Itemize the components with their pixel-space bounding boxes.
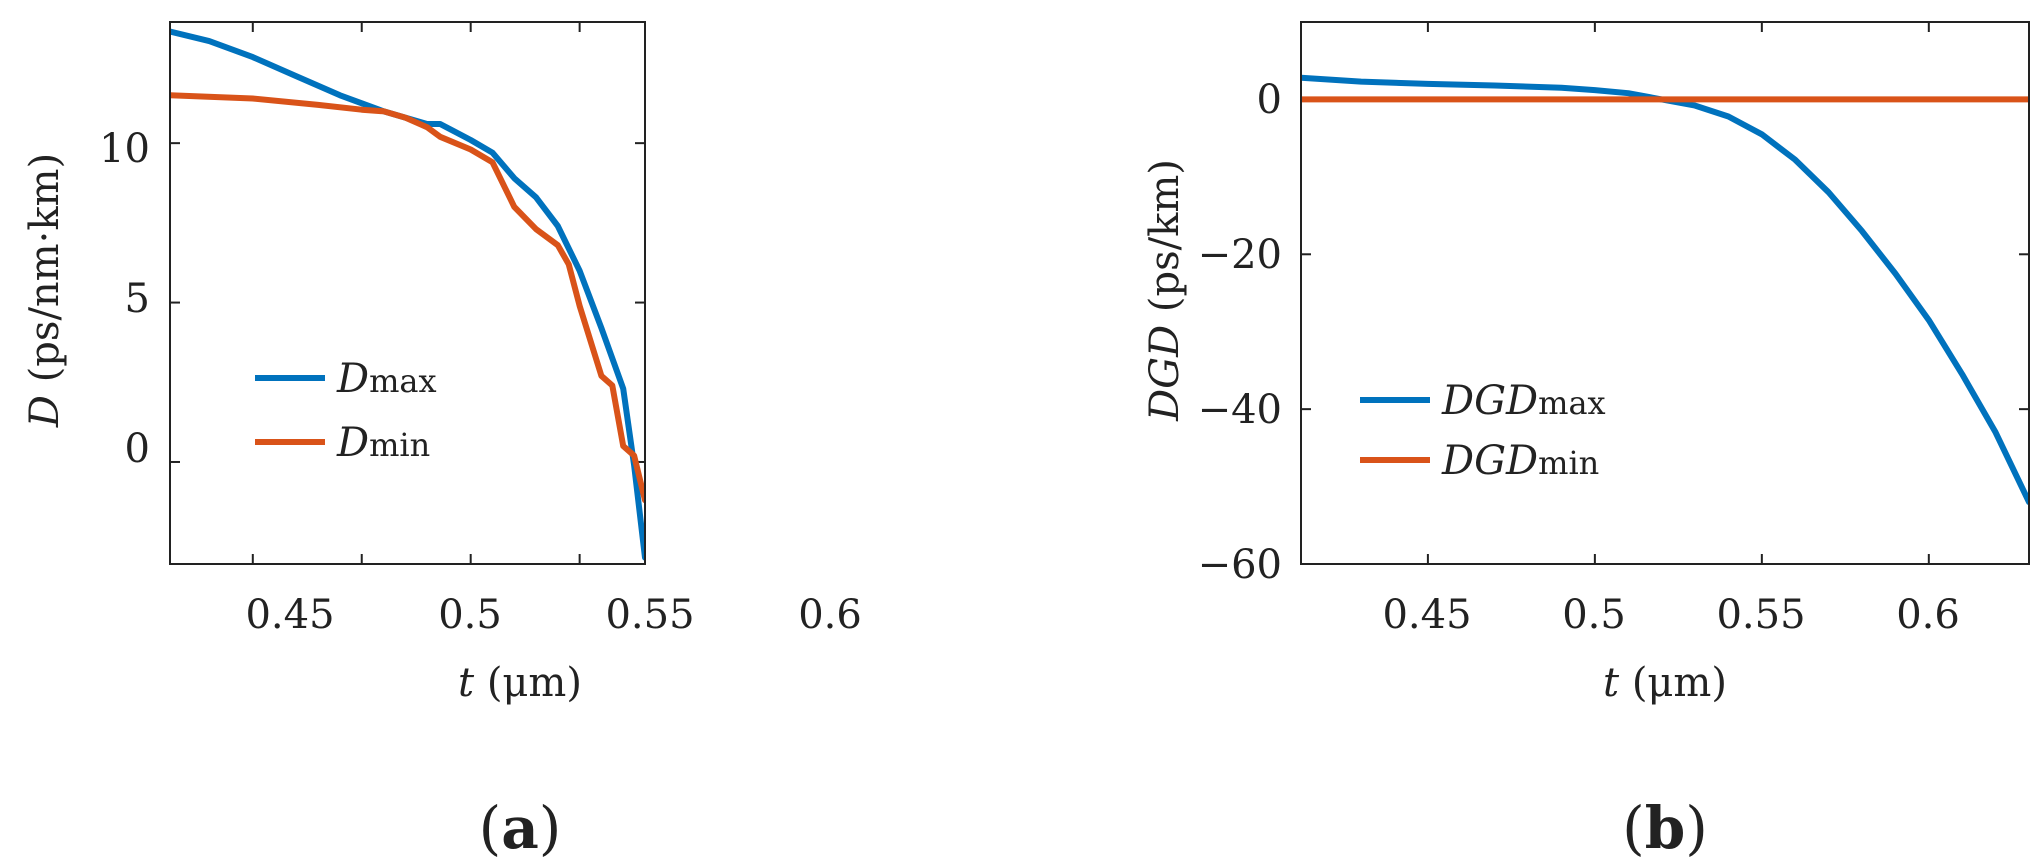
chart-b-xtick-3: 0.6 bbox=[1896, 592, 1960, 638]
chart-a-xlabel: t (μm) bbox=[458, 660, 582, 706]
chart-b-axes-box bbox=[1300, 21, 2030, 565]
chart-b-xtick-2: 0.55 bbox=[1716, 592, 1805, 638]
chart-b-ylabel-var: DGD bbox=[1142, 325, 1188, 422]
chart-b-xlabel-var: t bbox=[1603, 660, 1620, 706]
chart-b: 0.45 0.5 0.55 0.6 −60 −40 −20 0 t (μm) D… bbox=[1142, 21, 2030, 862]
chart-a-legend-label-min: Dmin bbox=[336, 420, 430, 466]
chart-b-xtick-1: 0.5 bbox=[1562, 592, 1626, 638]
chart-a-xtick-1: 0.5 bbox=[438, 592, 502, 638]
chart-b-series-dgdmax bbox=[1301, 74, 2029, 506]
chart-a-xlabel-unit: (μm) bbox=[487, 660, 582, 706]
chart-a-xtick-2: 0.55 bbox=[605, 592, 694, 638]
chart-b-xtick-0: 0.45 bbox=[1382, 592, 1471, 638]
chart-a: 0.45 0.5 0.55 0.6 0 5 10 t (μm) D (ps/nm… bbox=[22, 21, 862, 862]
chart-b-legend-label-min: DGDmin bbox=[1441, 438, 1599, 484]
chart-b-ylabel-unit: (ps/km) bbox=[1142, 159, 1188, 312]
chart-b-legend: DGDmax DGDmin bbox=[1360, 378, 1606, 484]
chart-a-axes-box bbox=[169, 21, 646, 565]
chart-b-xlabel: t (μm) bbox=[1603, 660, 1727, 706]
chart-b-xlabel-unit: (μm) bbox=[1632, 660, 1727, 706]
chart-a-ytick-0: 0 bbox=[125, 426, 150, 472]
chart-a-series-dmin bbox=[170, 92, 645, 504]
chart-b-legend-label-max: DGDmax bbox=[1441, 378, 1606, 424]
chart-b-ytick-2: −20 bbox=[1198, 232, 1282, 278]
chart-a-series-dmax bbox=[170, 28, 645, 561]
chart-a-panel-label: (a) bbox=[479, 794, 562, 862]
chart-a-ylabel-var: D bbox=[22, 395, 68, 428]
chart-b-ytick-1: −40 bbox=[1198, 387, 1282, 433]
chart-b-marks bbox=[1301, 22, 2029, 565]
chart-a-legend-label-max: Dmax bbox=[336, 356, 437, 402]
chart-b-ytick-0: −60 bbox=[1198, 542, 1282, 588]
chart-a-xtick-0: 0.45 bbox=[245, 592, 334, 638]
chart-a-legend: Dmax Dmin bbox=[255, 356, 437, 466]
chart-b-panel-label: (b) bbox=[1622, 794, 1708, 862]
chart-a-xtick-3: 0.6 bbox=[798, 592, 862, 638]
chart-b-ytick-3: 0 bbox=[1257, 77, 1282, 123]
chart-a-ytick-1: 5 bbox=[125, 276, 150, 322]
chart-a-ylabel-unit: (ps/nm·km) bbox=[22, 153, 68, 382]
chart-a-ytick-2: 10 bbox=[99, 126, 150, 172]
chart-a-ylabel: D (ps/nm·km) bbox=[22, 153, 68, 428]
chart-a-marks bbox=[170, 22, 645, 564]
chart-a-xlabel-var: t bbox=[458, 660, 475, 706]
chart-b-ylabel: DGD (ps/km) bbox=[1142, 159, 1188, 422]
